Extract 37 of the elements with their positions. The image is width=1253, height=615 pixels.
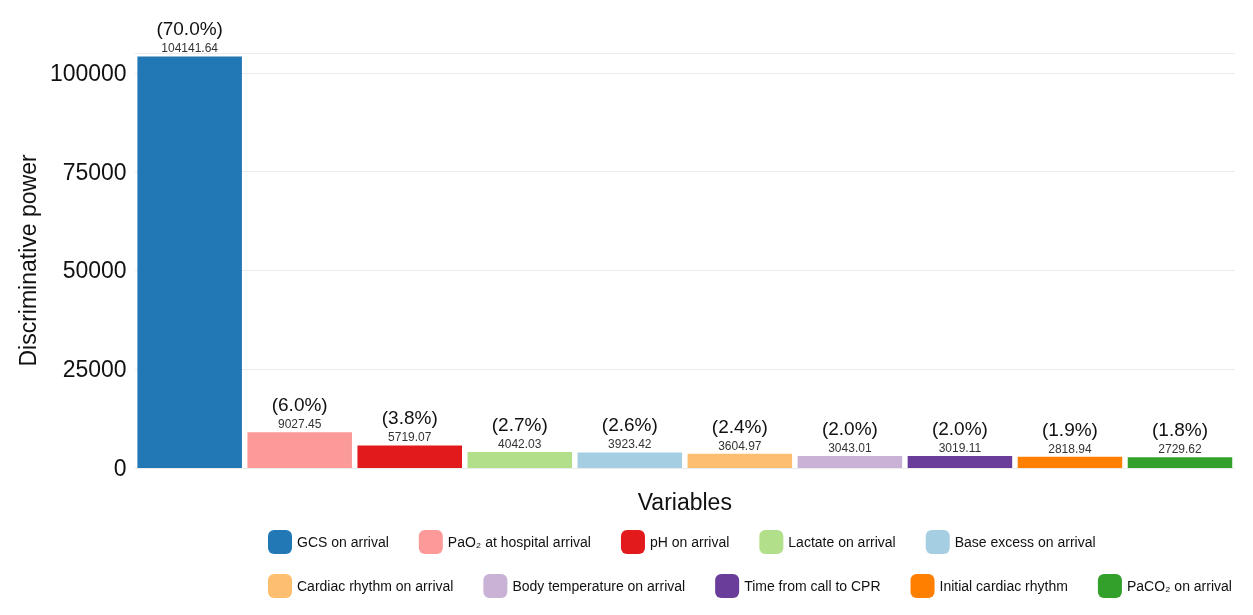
data-label: 5719.07: [388, 430, 432, 445]
data-label: 3923.42: [608, 437, 652, 452]
legend-label: PaCO₂ on arrival: [1126, 578, 1232, 594]
data-label: 104141.64: [161, 41, 219, 56]
legend-label: GCS on arrival: [297, 534, 389, 550]
annotation: (1.8%): [1152, 419, 1208, 441]
data-label: 3043.01: [828, 440, 872, 455]
annotation: (1.9%): [1041, 418, 1098, 440]
data-label: 3604.97: [718, 438, 762, 453]
annotation: (2.4%): [711, 415, 768, 437]
data-label: 9027.45: [278, 417, 322, 432]
y-tick-label: 25000: [62, 356, 127, 383]
annotation: (2.0%): [931, 418, 988, 440]
annotation: (3.8%): [381, 407, 438, 429]
y-tick-label: 75000: [62, 158, 127, 185]
data-label: 2729.62: [1158, 442, 1202, 457]
annotation: (70.0%): [156, 18, 223, 40]
annotation: (6.0%): [271, 394, 328, 416]
data-label: 3019.11: [938, 441, 982, 456]
data-label: 4042.03: [498, 437, 542, 452]
legend-label: pH on arrival: [649, 534, 730, 550]
x-axis-title: Variables: [637, 488, 732, 515]
annotation: (2.0%): [821, 417, 878, 439]
y-tick-label: 50000: [62, 257, 127, 284]
legend-label: PaO₂ at hospital arrival: [447, 534, 591, 550]
legend-label: Cardiac rhythm on arrival: [297, 578, 454, 594]
y-axis-title: Discriminative power: [14, 154, 41, 367]
annotation: (2.6%): [601, 414, 658, 436]
legend-label: Lactate on arrival: [788, 534, 896, 550]
legend-label: Base excess on arrival: [954, 534, 1096, 550]
annotation: (2.7%): [491, 414, 548, 436]
legend-label: Time from call to CPR: [744, 578, 881, 594]
data-label: 2818.94: [1048, 441, 1092, 456]
y-tick-label: 0: [113, 455, 127, 481]
legend-label: Body temperature on arrival: [512, 578, 686, 594]
legend-label: Initial cardiac rhythm: [939, 578, 1068, 594]
y-tick-label: 100000: [49, 59, 127, 86]
